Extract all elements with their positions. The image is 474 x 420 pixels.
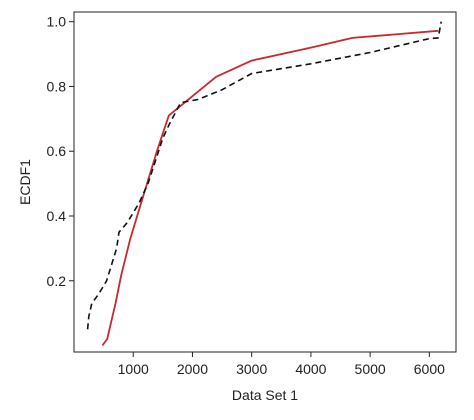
series-layer (86, 21, 442, 347)
y-tick-label: 1.0 (47, 14, 67, 30)
y-axis-ticks: 0.2 0.4 0.6 0.8 1.0 (47, 14, 74, 289)
dashed-series-line (86, 21, 442, 330)
y-tick-label: 0.6 (47, 143, 67, 159)
x-tick-label: 5000 (355, 361, 386, 377)
y-axis-label: ECDF1 (17, 159, 33, 205)
x-tick-label: 6000 (414, 361, 445, 377)
x-tick-label: 2000 (177, 361, 208, 377)
x-tick-label: 3000 (236, 361, 267, 377)
x-axis-ticks: 1000 2000 3000 4000 5000 6000 (118, 352, 445, 377)
x-tick-label: 1000 (118, 361, 149, 377)
y-tick-label: 0.8 (47, 78, 67, 94)
solid-series-line (101, 29, 439, 347)
y-tick-label: 0.2 (47, 273, 67, 289)
x-axis-label: Data Set 1 (232, 387, 298, 403)
plot-frame (73, 11, 457, 353)
y-tick-label: 0.4 (47, 208, 67, 224)
x-tick-label: 4000 (295, 361, 326, 377)
